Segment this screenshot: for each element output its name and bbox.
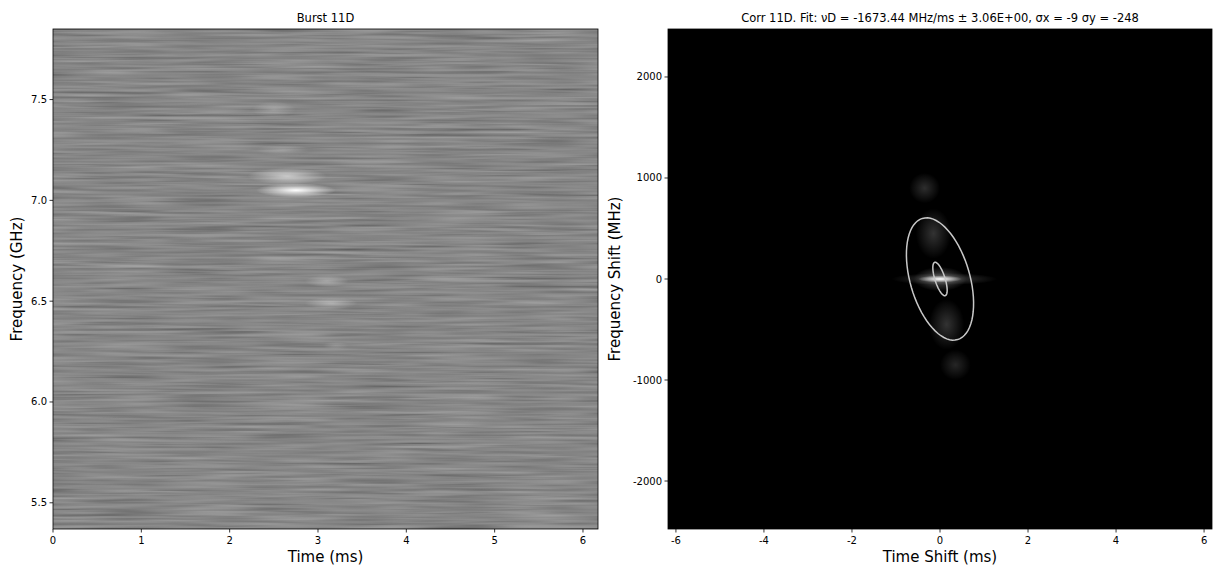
y-tick <box>665 481 669 482</box>
title: Corr 11D. Fit: νD = -1673.44 MHz/ms ± 3.… <box>741 11 1139 25</box>
marks <box>892 173 998 380</box>
y-tick-label: 1000 <box>637 172 662 183</box>
plot-background <box>53 29 598 529</box>
x-tick-label: -2 <box>847 535 857 546</box>
x-tick-label: -4 <box>759 535 769 546</box>
x-tick <box>141 529 142 533</box>
y-tick <box>50 502 54 503</box>
emission-component <box>914 267 967 291</box>
emission-component <box>916 208 951 259</box>
emission-component <box>305 297 358 309</box>
y-tick <box>50 200 54 201</box>
plot-background <box>668 29 1212 529</box>
x-tick <box>494 529 495 533</box>
emission-component <box>909 173 940 203</box>
x-tick-label: 0 <box>937 535 943 546</box>
canvas: 0 1 2 3 4 5 6 5.5 6.0 6.5 7.0 7.5 Burst 11D Time (ms)… <box>0 0 1224 576</box>
y-tick-label: 2000 <box>637 71 662 82</box>
title: Burst 11D <box>297 11 355 25</box>
emission-component <box>305 275 349 287</box>
x-tick-label: 5 <box>491 535 497 546</box>
x-tick <box>582 529 583 533</box>
y-tick-label: 0 <box>656 274 662 285</box>
y-tick-label: 7.0 <box>31 195 47 206</box>
x-tick-label: 1 <box>138 535 144 546</box>
y-axis-label: Frequency (GHz) <box>8 217 26 342</box>
x-axis-label: Time (ms) <box>287 548 364 566</box>
x-tick <box>940 529 941 533</box>
emission-component <box>929 299 964 350</box>
emission-component <box>256 144 309 156</box>
x-tick <box>53 529 54 533</box>
emission-component <box>256 183 335 197</box>
marks <box>247 102 357 350</box>
figure: 0 1 2 3 4 5 6 5.5 6.0 6.5 7.0 7.5 Burst 11D Time (ms)… <box>0 0 1224 576</box>
x-tick <box>406 529 407 533</box>
y-tick-label: -2000 <box>633 476 662 487</box>
x-tick-label: -6 <box>671 535 681 546</box>
emission-component <box>940 350 971 380</box>
emission-component <box>252 102 296 118</box>
x-tick <box>851 529 852 533</box>
x-tick <box>317 529 318 533</box>
y-axis-label: Frequency Shift (MHz) <box>606 197 624 362</box>
y-tick-label: 6.0 <box>31 396 47 407</box>
noise-texture <box>53 29 598 529</box>
x-axis-label: Time Shift (ms) <box>882 548 997 566</box>
fit-ellipse <box>933 262 947 295</box>
x-tick-label: 0 <box>50 535 56 546</box>
emission-component <box>918 275 962 282</box>
y-tick-label: -1000 <box>633 375 662 386</box>
y-tick <box>665 76 669 77</box>
x-tick <box>229 529 230 533</box>
axes-frame <box>53 29 598 529</box>
y-tick-label: 6.5 <box>31 296 47 307</box>
x-tick-label: 3 <box>315 535 321 546</box>
y-tick <box>665 279 669 280</box>
y-tick-label: 7.5 <box>31 94 47 105</box>
x-tick <box>1204 529 1205 533</box>
x-tick-label: 4 <box>403 535 409 546</box>
x-tick-label: 4 <box>1113 535 1119 546</box>
x-tick-label: 2 <box>226 535 232 546</box>
fit-ellipse <box>906 218 973 340</box>
y-tick <box>50 301 54 302</box>
y-tick-label: 5.5 <box>31 497 47 508</box>
emission-component <box>322 342 348 350</box>
x-tick-label: 6 <box>1201 535 1207 546</box>
y-tick <box>665 177 669 178</box>
x-tick-label: 6 <box>580 535 586 546</box>
y-tick <box>665 380 669 381</box>
y-tick <box>50 99 54 100</box>
x-tick <box>1116 529 1117 533</box>
emission-component <box>247 168 326 184</box>
x-tick <box>763 529 764 533</box>
x-tick <box>675 529 676 533</box>
axes-frame <box>668 29 1212 529</box>
x-tick <box>1028 529 1029 533</box>
x-tick-label: 2 <box>1025 535 1031 546</box>
y-tick <box>50 401 54 402</box>
